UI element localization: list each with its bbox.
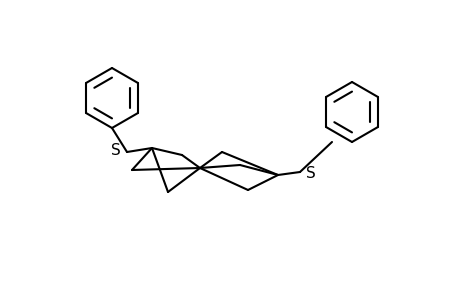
Text: S: S [305, 167, 315, 182]
Text: S: S [111, 142, 121, 158]
